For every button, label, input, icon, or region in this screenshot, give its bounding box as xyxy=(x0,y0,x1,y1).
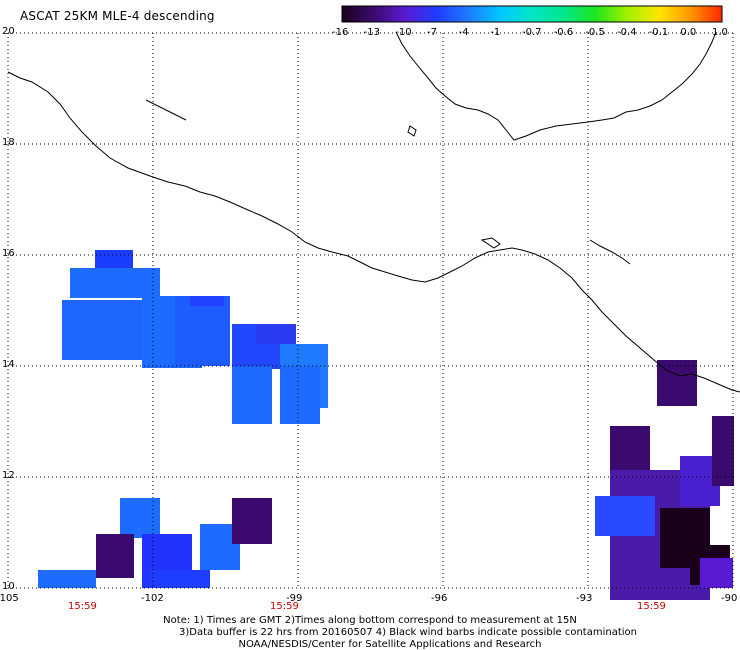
swath-cell xyxy=(232,366,272,424)
note-line-3: NOAA/NESDIS/Center for Satellite Applica… xyxy=(238,639,542,650)
swath-cell xyxy=(38,570,96,588)
swath-cell xyxy=(70,268,160,298)
colorbar-tick-label: -4 xyxy=(458,27,469,38)
swath-cell xyxy=(120,498,160,538)
swath-cell xyxy=(256,324,296,344)
swath-cell xyxy=(175,296,230,366)
colorbar-tick-label: -0.5 xyxy=(585,27,605,38)
colorbar-tick-label: -16 xyxy=(332,27,349,38)
lat-tick-label: 16 xyxy=(2,248,15,259)
lon-tick-label: -90 xyxy=(721,593,738,604)
swath-cell xyxy=(712,416,734,486)
time-label: 15:59 xyxy=(637,601,666,612)
time-label: 15:59 xyxy=(270,601,299,612)
swath-cell xyxy=(96,534,134,578)
colorbar-tick-label: 0.0 xyxy=(680,27,697,38)
note-line-2: 3)Data buffer is 22 hrs from 20160507 4)… xyxy=(179,627,637,638)
time-label: 15:59 xyxy=(68,601,97,612)
colorbar-tick-label: -0.6 xyxy=(553,27,574,38)
colorbar-tick-label: -7 xyxy=(427,27,437,38)
colorbar-tick-label: -0.7 xyxy=(522,27,542,38)
coastline xyxy=(7,31,740,393)
coastline-lagoon xyxy=(145,99,187,121)
lat-tick-label: 18 xyxy=(2,137,15,148)
colorbar-gradient xyxy=(341,5,723,23)
colorbar-tick-label: -13 xyxy=(363,27,380,38)
lat-lon-grid xyxy=(7,32,734,589)
lat-tick-label: 14 xyxy=(2,359,15,370)
swath-cell xyxy=(232,498,272,544)
swath-cell xyxy=(595,496,655,536)
swath-cell xyxy=(700,558,733,588)
note-line-1: Note: 1) Times are GMT 2)Times along bot… xyxy=(163,615,577,626)
lat-tick-label: 12 xyxy=(2,470,15,481)
map-title: ASCAT 25KM MLE-4 descending xyxy=(20,9,215,23)
colorbar-tick-label: -0.4 xyxy=(617,27,637,38)
lon-tick-label: -93 xyxy=(576,593,593,604)
lon-tick-label: -99 xyxy=(286,593,303,604)
colorbar-swatches xyxy=(341,5,723,23)
colorbar-tick-label: -1 xyxy=(490,27,501,38)
lon-tick-label: -102 xyxy=(141,593,164,604)
lat-tick-label: 20 xyxy=(2,26,15,37)
swath-cell xyxy=(280,366,320,424)
coastline-mexico xyxy=(7,71,740,393)
lon-tick-label: -105 xyxy=(0,593,19,604)
lat-tick-label: 10 xyxy=(2,581,15,592)
colorbar-tick-label: -10 xyxy=(395,27,412,38)
coastline-gulf xyxy=(395,31,717,141)
swath-cell xyxy=(190,296,224,306)
swath-cell xyxy=(150,570,210,588)
mle-swath-cells xyxy=(38,250,734,600)
island-fragment xyxy=(407,125,631,265)
colorbar-tick-label: 1.0 xyxy=(712,27,728,38)
lon-tick-label: -96 xyxy=(431,593,448,604)
swath-cell xyxy=(95,250,133,270)
colorbar-tick-label: -0.1 xyxy=(648,27,669,38)
